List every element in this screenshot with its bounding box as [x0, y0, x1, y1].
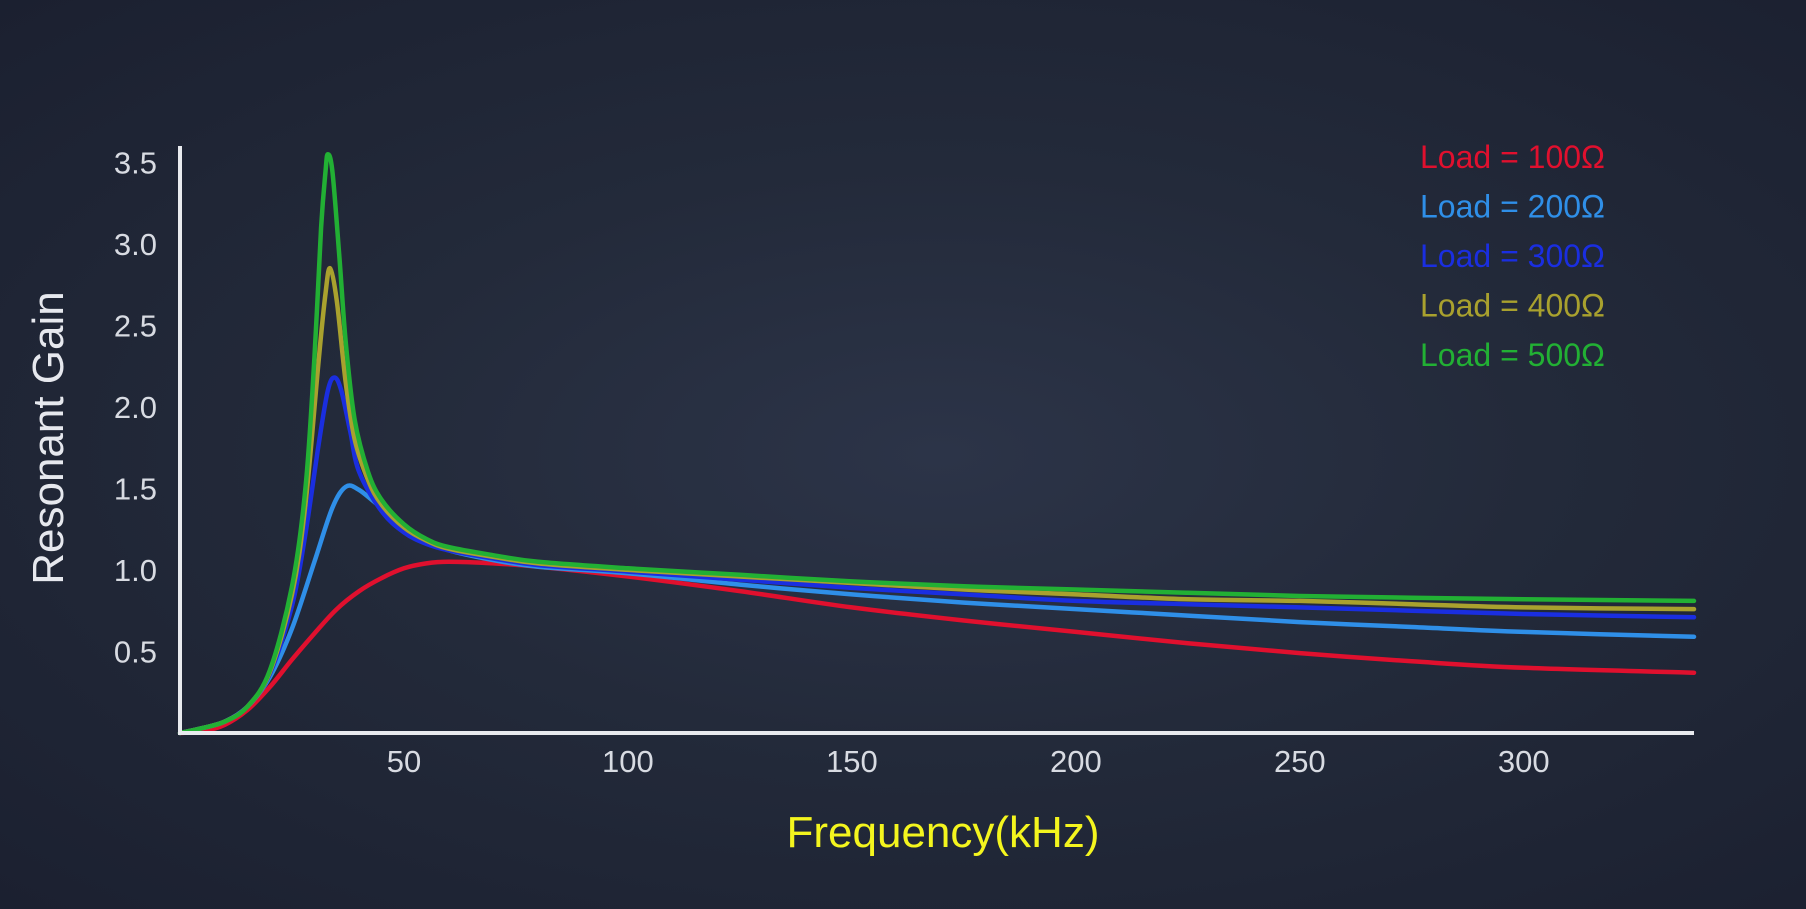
y-tick-label: 3.5: [114, 145, 157, 180]
x-tick-label: 50: [387, 744, 421, 779]
y-tick-label: 1.5: [114, 471, 157, 506]
x-tick-label: 300: [1498, 744, 1550, 779]
x-axis-label: Frequency(kHz): [787, 808, 1100, 857]
series-line-2: [177, 483, 1697, 736]
series-layer: [177, 151, 1697, 736]
y-tick-label: 2.5: [114, 308, 157, 343]
y-tick-label: 1.0: [114, 553, 157, 588]
x-tick-label: 100: [602, 744, 654, 779]
y-axis-label: Resonant Gain: [24, 291, 73, 585]
legend-entry-5: Load = 500Ω: [1420, 337, 1605, 373]
x-tick-label: 150: [826, 744, 878, 779]
legend-entry-3: Load = 300Ω: [1420, 238, 1605, 274]
series-line-3: [177, 375, 1697, 736]
y-tick-label: 2.0: [114, 390, 157, 425]
x-tick-label: 200: [1050, 744, 1102, 779]
tick-layer: 50 100 150 200 250 300 0.5 1.0 1.5 2.0 2.5 3.0 3.5: [114, 145, 1550, 779]
y-tick-label: 3.0: [114, 227, 157, 262]
legend-entry-2: Load = 200Ω: [1420, 189, 1605, 225]
legend: Load = 100Ω Load = 200Ω Load = 300Ω Load = …: [1420, 139, 1605, 373]
x-tick-label: 250: [1274, 744, 1326, 779]
legend-entry-4: Load = 400Ω: [1420, 288, 1605, 324]
legend-entry-1: Load = 100Ω: [1420, 139, 1605, 175]
y-tick-label: 0.5: [114, 634, 157, 669]
series-line-5: [177, 151, 1697, 736]
